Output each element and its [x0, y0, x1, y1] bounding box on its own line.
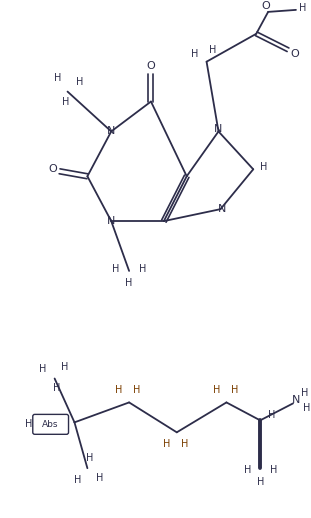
Text: O: O	[146, 61, 155, 70]
Text: H: H	[74, 475, 81, 485]
Text: H: H	[139, 264, 147, 274]
Text: H: H	[191, 49, 198, 59]
Text: H: H	[209, 45, 216, 55]
Text: H: H	[181, 439, 188, 449]
Text: H: H	[112, 264, 119, 274]
Text: N: N	[218, 204, 227, 214]
FancyBboxPatch shape	[33, 414, 68, 434]
Text: Abs: Abs	[42, 420, 59, 429]
Text: H: H	[53, 383, 60, 394]
Text: H: H	[299, 3, 307, 13]
Text: H: H	[133, 385, 141, 395]
Text: H: H	[303, 404, 311, 413]
Text: H: H	[261, 162, 268, 172]
Text: H: H	[271, 465, 278, 475]
Text: O: O	[262, 1, 271, 11]
Text: N: N	[214, 124, 223, 135]
Text: H: H	[54, 73, 61, 83]
Text: H: H	[231, 385, 238, 395]
Text: H: H	[61, 362, 68, 371]
Text: H: H	[86, 453, 93, 463]
Text: H: H	[95, 473, 103, 483]
Text: N: N	[292, 395, 300, 406]
Text: O: O	[290, 49, 299, 59]
Text: N: N	[107, 216, 115, 226]
Text: H: H	[62, 96, 69, 107]
Text: H: H	[76, 77, 83, 87]
Text: H: H	[268, 410, 276, 421]
Text: H: H	[163, 439, 170, 449]
Text: H: H	[244, 465, 251, 475]
Text: H: H	[213, 385, 220, 395]
Text: H: H	[25, 420, 32, 429]
Text: H: H	[257, 477, 264, 487]
Text: H: H	[301, 388, 309, 398]
Text: H: H	[115, 385, 123, 395]
Text: O: O	[48, 164, 57, 174]
Text: H: H	[39, 364, 46, 373]
Text: H: H	[125, 278, 133, 288]
Text: N: N	[107, 126, 115, 136]
